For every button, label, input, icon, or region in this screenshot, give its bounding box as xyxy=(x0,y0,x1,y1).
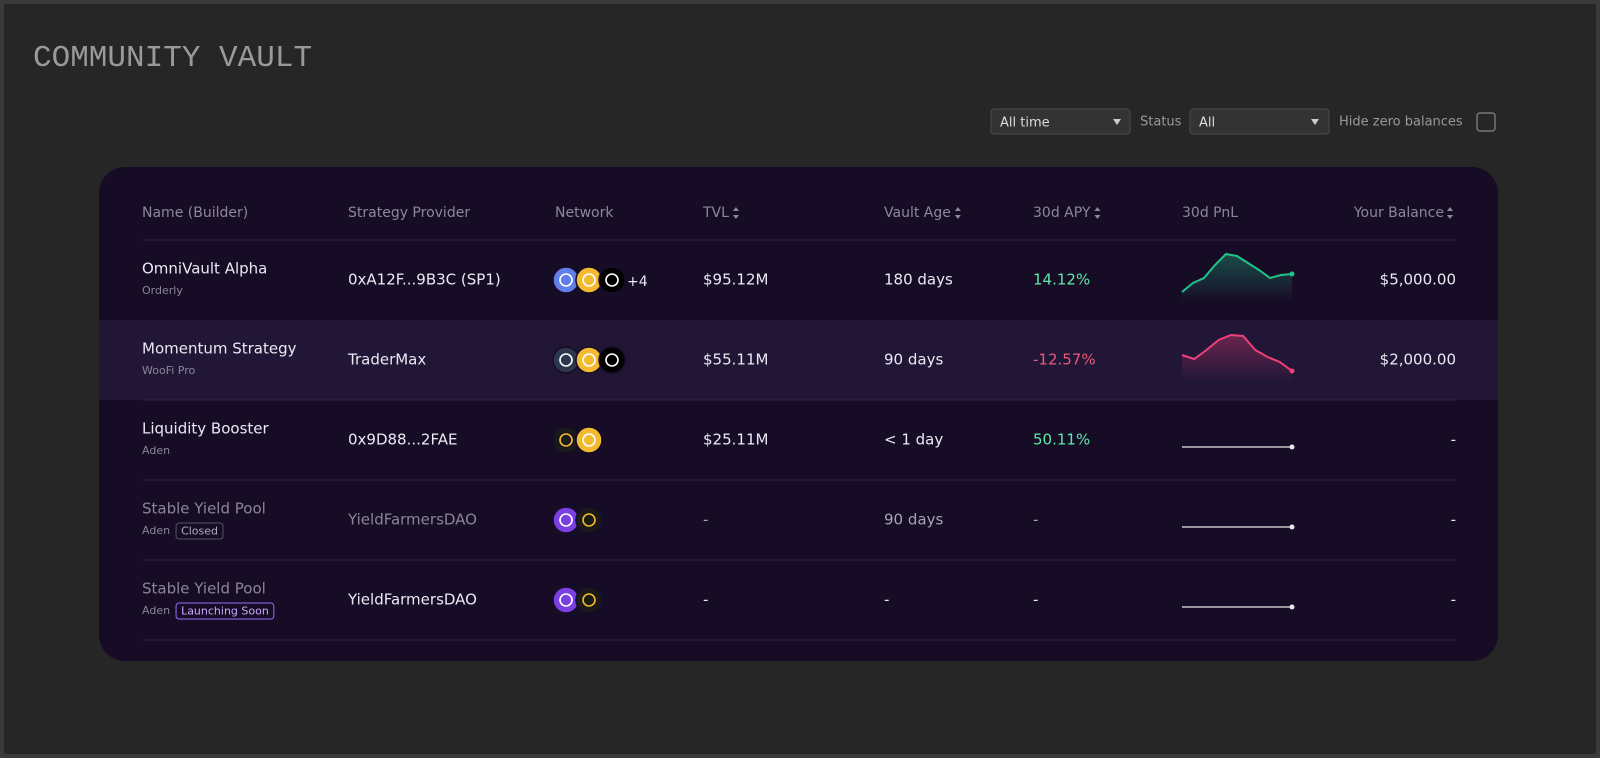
vault-age: - xyxy=(884,591,889,609)
strategy-provider: TraderMax xyxy=(347,351,426,369)
tvl: $95.12M xyxy=(703,271,768,289)
vault-name[interactable]: Liquidity Booster xyxy=(142,420,270,438)
vault-name[interactable]: Momentum Strategy xyxy=(142,340,297,358)
row-highlight xyxy=(99,320,1498,400)
network-icon xyxy=(575,266,603,294)
balance: $5,000.00 xyxy=(1380,271,1456,289)
balance: - xyxy=(1451,431,1456,449)
pnl-line xyxy=(1181,252,1293,293)
column-header: Strategy Provider xyxy=(348,205,470,221)
pnl-end-dot xyxy=(1289,368,1295,374)
network-extra: +4 xyxy=(627,274,648,290)
sort-icon xyxy=(1447,207,1453,219)
pnl-line xyxy=(1181,333,1293,372)
strategy-provider: YieldFarmersDAO xyxy=(347,591,477,609)
strategy-provider: YieldFarmersDAO xyxy=(347,511,477,529)
pnl-end-dot xyxy=(1289,444,1295,450)
network-glyph xyxy=(559,513,573,527)
network-glyph xyxy=(582,513,596,527)
network-glyph xyxy=(559,353,573,367)
period-value: All time xyxy=(1000,116,1050,131)
network-icon xyxy=(575,506,603,534)
status-tag xyxy=(175,522,224,540)
balance: $2,000.00 xyxy=(1380,351,1456,369)
vault-table xyxy=(99,167,1498,661)
pnl-end-dot xyxy=(1289,524,1295,530)
balance: - xyxy=(1451,591,1456,609)
pnl-area xyxy=(1182,335,1292,382)
builder: Aden xyxy=(142,604,170,617)
period-select[interactable] xyxy=(990,108,1131,135)
status-value: All xyxy=(1199,116,1215,131)
tvl: - xyxy=(703,591,708,609)
hide-zero-label: Hide zero balances xyxy=(1339,115,1463,130)
column-header: TVL xyxy=(702,205,729,221)
apy: -12.57% xyxy=(1033,351,1096,369)
vault-age: 90 days xyxy=(884,511,943,529)
network-icon xyxy=(598,266,626,294)
apy: 14.12% xyxy=(1033,271,1090,289)
strategy-provider: 0x9D88...2FAE xyxy=(348,431,457,449)
dropdown-arrow xyxy=(1311,119,1319,125)
sort-icon xyxy=(1094,207,1101,219)
vault-age: 90 days xyxy=(884,351,943,369)
network-icon xyxy=(552,426,580,454)
status-tag-text: Launching Soon xyxy=(181,605,269,618)
network-icon xyxy=(575,586,603,614)
column-header: 30d PnL xyxy=(1182,205,1238,221)
builder: WooFi Pro xyxy=(142,364,195,377)
status-tag-text: Closed xyxy=(181,525,218,538)
network-icon xyxy=(598,346,626,374)
network-glyph xyxy=(605,353,619,367)
status-label: Status xyxy=(1140,115,1182,130)
network-icon xyxy=(575,426,603,454)
column-header: Name (Builder) xyxy=(142,205,248,221)
network-glyph xyxy=(582,593,596,607)
dropdown-arrow xyxy=(1113,119,1121,125)
network-glyph xyxy=(582,353,596,367)
apy: 50.11% xyxy=(1033,431,1090,449)
network-glyph xyxy=(582,433,596,447)
tvl: - xyxy=(703,511,708,529)
vault-age: 180 days xyxy=(884,271,953,289)
vault-name[interactable]: Stable Yield Pool xyxy=(142,580,266,598)
column-header: Network xyxy=(555,205,614,221)
network-icon xyxy=(575,346,603,374)
vault-age: < 1 day xyxy=(884,431,943,449)
strategy-provider: 0xA12F...9B3C (SP1) xyxy=(348,271,501,289)
page-title: COMMUNITY VAULT xyxy=(33,41,312,76)
sort-icon xyxy=(732,207,739,219)
vault-name[interactable]: OmniVault Alpha xyxy=(142,260,267,278)
network-glyph xyxy=(559,273,573,287)
status-tag xyxy=(175,602,275,620)
hide-zero-checkbox[interactable] xyxy=(1476,112,1496,132)
pnl-end-dot xyxy=(1289,271,1295,277)
builder: Aden xyxy=(142,524,170,537)
network-icon xyxy=(552,506,580,534)
network-icon xyxy=(552,266,580,294)
pnl-area xyxy=(1182,254,1292,302)
pnl-end-dot xyxy=(1289,604,1295,610)
builder: Aden xyxy=(142,444,170,457)
sort-icon xyxy=(954,207,961,219)
apy: - xyxy=(1033,511,1038,529)
network-glyph xyxy=(559,593,573,607)
network-glyph xyxy=(605,273,619,287)
network-glyph xyxy=(582,273,596,287)
column-header: 30d APY xyxy=(1033,205,1091,221)
network-icon xyxy=(552,346,580,374)
status-select[interactable] xyxy=(1189,108,1330,135)
builder: Orderly xyxy=(142,284,183,297)
network-glyph xyxy=(559,433,573,447)
apy: - xyxy=(1033,591,1038,609)
balance: - xyxy=(1451,511,1456,529)
network-icon xyxy=(552,586,580,614)
tvl: $25.11M xyxy=(703,431,768,449)
vault-name[interactable]: Stable Yield Pool xyxy=(142,500,266,518)
column-header: Vault Age xyxy=(884,205,951,221)
column-header: Your Balance xyxy=(1353,205,1444,221)
tvl: $55.11M xyxy=(703,351,768,369)
